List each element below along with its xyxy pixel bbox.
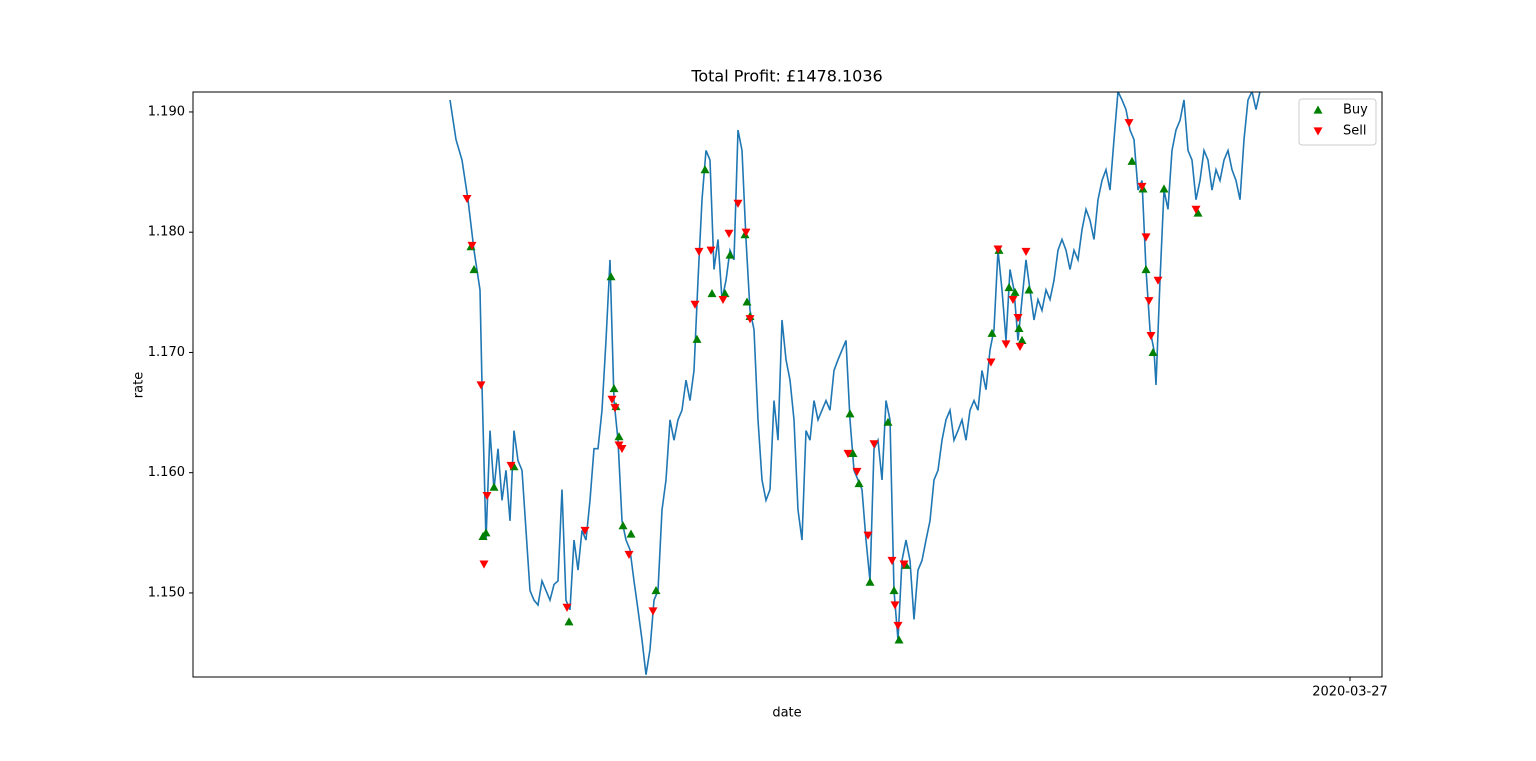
signal-marker [606, 272, 616, 281]
signal-marker [1010, 287, 1020, 296]
signal-marker [894, 635, 904, 644]
signal-marker [648, 607, 658, 616]
legend-marker [1313, 105, 1323, 114]
signal-marker [481, 528, 491, 537]
signal-marker [618, 521, 628, 530]
signal-marker [848, 448, 858, 458]
signal-marker [1148, 347, 1158, 357]
signal-marker [883, 417, 893, 426]
plot-frame [192, 91, 1383, 678]
signal-marker [692, 334, 702, 343]
signal-marker [987, 328, 997, 337]
plot-area [449, 92, 1261, 675]
signal-marker [1008, 295, 1018, 305]
legend-marker [1313, 127, 1323, 136]
signal-marker [1024, 285, 1034, 294]
signal-marker [614, 432, 624, 441]
signal-marker [741, 228, 751, 237]
signal-marker [1017, 335, 1027, 345]
signal-marker [580, 526, 590, 535]
signal-marker [617, 445, 627, 454]
signal-marker [607, 395, 617, 404]
signal-marker [1127, 156, 1137, 165]
x-tick-label: 2020-03-27 [1312, 685, 1388, 700]
y-tick-label: 1.180 [148, 225, 185, 240]
signal-marker [1015, 342, 1025, 351]
signal-marker [1013, 313, 1023, 323]
signal-marker [854, 479, 864, 488]
signal-marker [869, 440, 879, 449]
signal-marker [893, 621, 903, 630]
y-tick-label: 1.170 [148, 345, 185, 360]
signal-marker [1124, 119, 1134, 128]
signal-marker [694, 247, 704, 256]
signal-marker [506, 461, 516, 470]
signal-marker [865, 577, 875, 586]
chart-title: Total Profit: £1478.1036 [690, 67, 882, 86]
signal-marker [610, 404, 620, 413]
signal-marker [742, 297, 752, 306]
signal-marker [1144, 297, 1154, 306]
signal-marker [690, 300, 700, 309]
signal-marker [852, 467, 862, 476]
signal-marker [467, 241, 477, 250]
signal-marker [626, 529, 636, 538]
legend-label: Sell [1343, 124, 1366, 139]
signal-marker [476, 381, 486, 390]
signal-marker [1193, 208, 1203, 217]
signal-marker [1014, 323, 1024, 333]
signal-marker [1001, 340, 1011, 349]
signal-marker [889, 586, 899, 595]
y-tick-label: 1.150 [148, 585, 185, 600]
signal-marker [863, 531, 873, 540]
legend-label: Buy [1343, 103, 1368, 118]
y-tick-label: 1.160 [148, 465, 185, 480]
signal-marker [482, 491, 492, 501]
signal-marker [1137, 182, 1147, 192]
signal-marker [1146, 332, 1156, 341]
signal-marker [1141, 233, 1151, 242]
signal-marker [745, 315, 755, 324]
signal-marker [986, 358, 996, 367]
signal-marker [1141, 264, 1151, 274]
signal-marker [993, 245, 1003, 254]
signal-marker [843, 449, 853, 458]
x-axis-label: date [772, 706, 801, 721]
signal-marker [1004, 283, 1014, 292]
signal-marker [845, 409, 855, 418]
signal-marker [733, 199, 743, 208]
signal-marker [720, 289, 730, 298]
signal-marker [1159, 184, 1169, 193]
signal-marker [489, 482, 499, 491]
signal-marker [564, 617, 574, 626]
signal-marker [887, 556, 897, 565]
signal-marker [718, 295, 728, 305]
signal-marker [707, 289, 717, 298]
signal-marker [462, 194, 472, 204]
signal-marker [624, 550, 634, 559]
y-tick-label: 1.190 [148, 104, 185, 119]
signal-marker [1191, 205, 1201, 214]
signal-marker [725, 250, 735, 259]
y-axis-label: rate [132, 372, 147, 398]
signal-marker [899, 560, 909, 569]
signal-marker [1021, 247, 1031, 256]
signal-marker [724, 229, 734, 238]
signal-marker [1153, 276, 1163, 285]
signal-marker [706, 246, 716, 255]
signal-marker [469, 264, 479, 274]
signal-marker [479, 560, 489, 569]
signal-marker [700, 165, 710, 174]
signal-marker [562, 603, 572, 612]
signal-marker [609, 384, 619, 393]
signal-marker [890, 601, 900, 610]
price-line [449, 92, 1261, 675]
signal-marker [651, 586, 661, 595]
